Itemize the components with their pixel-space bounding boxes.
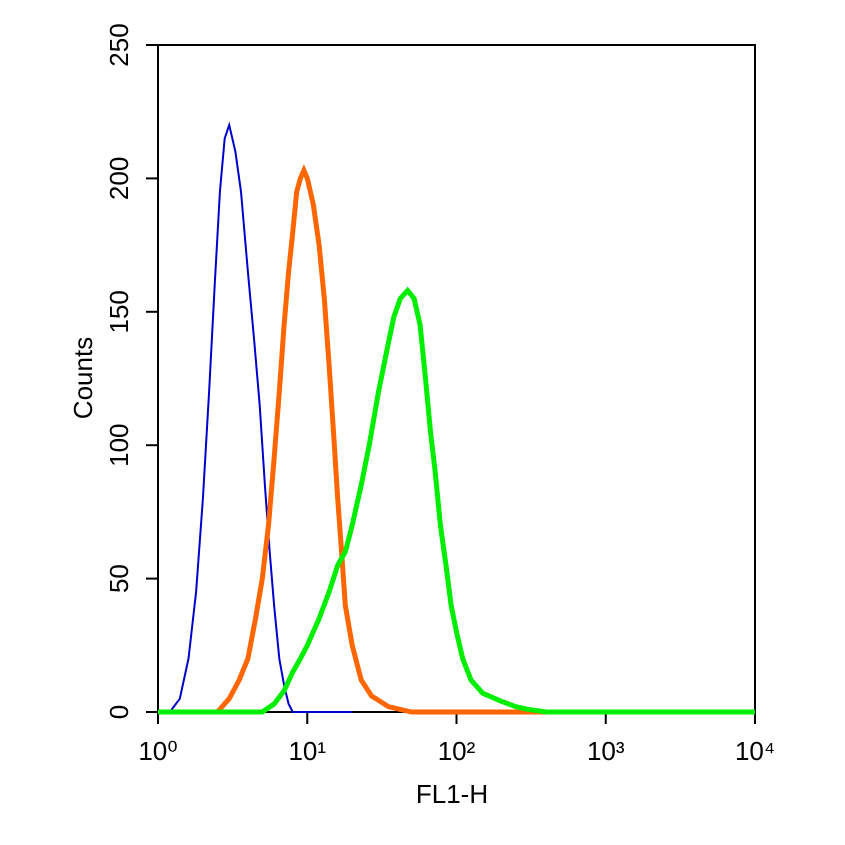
histogram-line — [215, 164, 755, 715]
x-axis-label: FL1-H — [416, 779, 488, 809]
plot-frame — [157, 44, 756, 713]
y-tick-label: 200 — [104, 157, 134, 200]
y-axis-label: Counts — [68, 337, 98, 419]
x-tick-label: 10⁰ — [138, 736, 177, 766]
y-tick-label: 150 — [104, 290, 134, 333]
y-tick-label: 0 — [104, 705, 134, 719]
histogram-line — [158, 286, 755, 715]
histogram-line — [169, 121, 353, 713]
y-tick-label: 250 — [104, 23, 134, 66]
x-tick-label: 10¹ — [288, 736, 326, 766]
x-tick-label: 10⁴ — [735, 736, 775, 766]
y-tick-label: 50 — [104, 564, 134, 593]
x-tick-label: 10³ — [587, 736, 625, 766]
y-tick-label: 100 — [104, 424, 134, 467]
x-tick-label: 10² — [438, 736, 476, 766]
